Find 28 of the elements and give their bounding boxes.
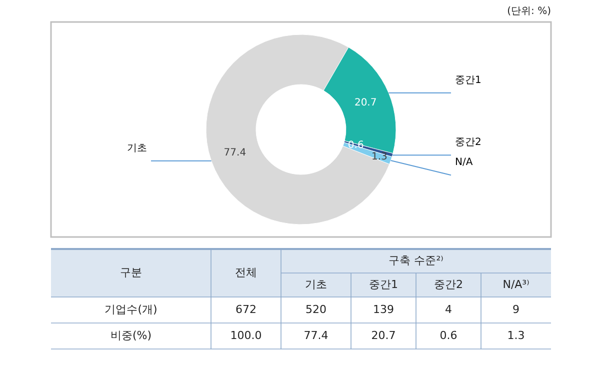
text: (단위: %) [507,6,552,17]
text: 9 [512,303,520,316]
text: 중간2 [434,278,463,291]
data-label: 1.3 [371,152,388,163]
text: 중간1 [369,278,398,291]
slice-label: 기초 [127,142,147,154]
text: 4 [445,303,452,316]
text: 비중(%) [110,329,152,342]
data-label: 20.7 [354,97,377,108]
text: 구분 [120,266,142,279]
text: 139 [373,303,394,316]
slice-label: N/A [455,157,473,168]
text: 1.3 [507,329,525,342]
text: 672 [236,303,256,316]
text: 100.0 [230,329,262,342]
text: 520 [306,303,326,316]
slice-label: 중간2 [455,137,482,148]
text: 0.6 [440,329,458,342]
text: 기업수(개) [104,303,158,316]
slice-label: 중간1 [455,74,482,86]
text: 구축 수준²⁾ [388,254,444,267]
data-label: 77.4 [224,148,246,159]
text: 20.7 [371,329,396,342]
text: 전체 [235,266,257,279]
data-label: 0.6 [348,140,364,151]
text: N/A³⁾ [502,278,530,291]
text: 기초 [305,278,327,291]
text: 77.4 [304,329,328,342]
